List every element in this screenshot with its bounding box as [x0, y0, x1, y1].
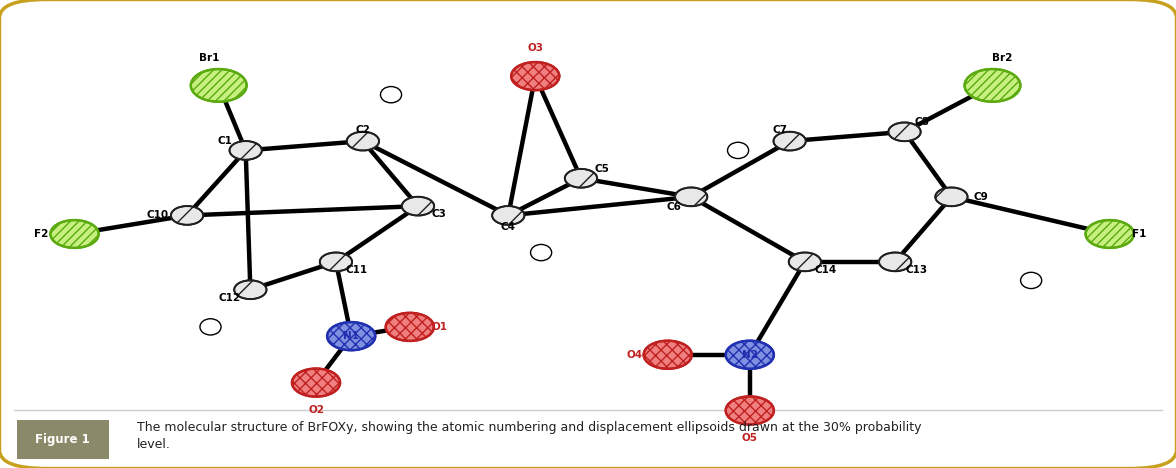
Text: C8: C8 — [915, 117, 929, 127]
Text: O5: O5 — [742, 433, 757, 443]
Ellipse shape — [200, 319, 221, 335]
Text: C5: C5 — [595, 164, 609, 174]
Ellipse shape — [726, 341, 774, 369]
Ellipse shape — [229, 141, 262, 160]
Text: O1: O1 — [432, 322, 447, 332]
Ellipse shape — [492, 206, 524, 225]
Ellipse shape — [327, 322, 375, 350]
Ellipse shape — [191, 69, 247, 102]
Text: O2: O2 — [308, 405, 325, 416]
Ellipse shape — [774, 132, 806, 151]
Text: C14: C14 — [815, 265, 837, 275]
Text: Figure 1: Figure 1 — [35, 433, 91, 446]
Ellipse shape — [888, 123, 921, 141]
Ellipse shape — [171, 206, 203, 225]
Text: C3: C3 — [432, 210, 447, 219]
Text: O4: O4 — [627, 350, 643, 360]
Ellipse shape — [675, 188, 707, 206]
Text: Br2: Br2 — [991, 52, 1013, 63]
Text: C2: C2 — [355, 124, 370, 134]
Text: C7: C7 — [773, 124, 788, 134]
Ellipse shape — [51, 220, 99, 248]
Text: The molecular structure of BrFOXy, showing the atomic numbering and displacement: The molecular structure of BrFOXy, showi… — [136, 421, 921, 451]
Text: C9: C9 — [974, 192, 988, 202]
Ellipse shape — [564, 169, 597, 188]
Ellipse shape — [512, 62, 560, 90]
Ellipse shape — [1021, 272, 1042, 289]
Ellipse shape — [386, 313, 434, 341]
Text: F1: F1 — [1131, 229, 1147, 239]
Text: N1: N1 — [343, 331, 359, 341]
Text: C11: C11 — [346, 265, 368, 275]
Ellipse shape — [789, 253, 821, 271]
Text: C6: C6 — [666, 202, 681, 212]
Text: C12: C12 — [219, 293, 240, 303]
Ellipse shape — [728, 142, 749, 159]
Ellipse shape — [320, 253, 352, 271]
Ellipse shape — [935, 188, 968, 206]
Ellipse shape — [381, 87, 401, 103]
Text: C1: C1 — [218, 136, 232, 146]
Text: C10: C10 — [147, 211, 169, 220]
Ellipse shape — [530, 244, 552, 261]
Ellipse shape — [878, 253, 911, 271]
Text: C4: C4 — [501, 222, 516, 232]
Text: F2: F2 — [34, 229, 49, 239]
Text: N2: N2 — [742, 350, 757, 360]
Text: Br1: Br1 — [199, 52, 220, 63]
Ellipse shape — [234, 280, 267, 299]
Ellipse shape — [1085, 220, 1134, 248]
Ellipse shape — [402, 197, 434, 215]
FancyBboxPatch shape — [18, 420, 108, 459]
Ellipse shape — [726, 396, 774, 424]
Ellipse shape — [292, 369, 340, 397]
Ellipse shape — [964, 69, 1021, 102]
Ellipse shape — [347, 132, 379, 151]
Text: O3: O3 — [527, 43, 543, 53]
Text: C13: C13 — [906, 265, 928, 275]
Ellipse shape — [643, 341, 691, 369]
